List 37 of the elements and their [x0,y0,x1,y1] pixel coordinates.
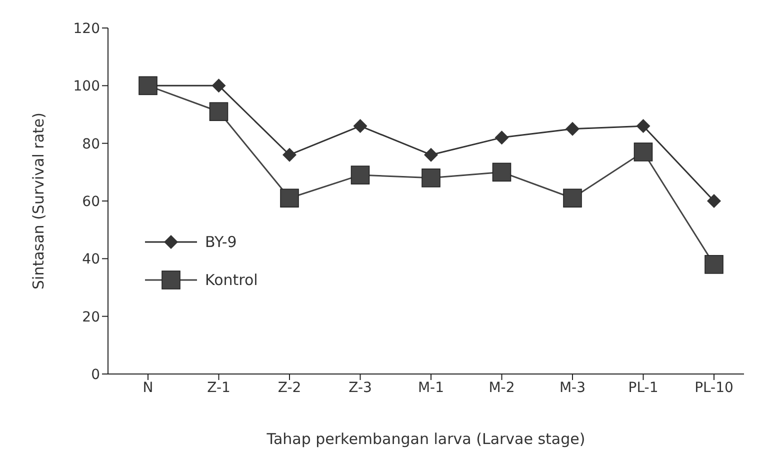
x-tick-label: Z-1 [207,380,230,396]
point [424,148,438,162]
y-tick-label: 20 [82,309,100,326]
x-tick-label: PL-10 [694,380,734,396]
point [280,188,299,208]
point [282,148,296,162]
legend-label: BY-9 [205,233,237,251]
x-tick-label: N [142,380,154,396]
point [566,122,580,136]
point [353,119,368,134]
x-tick-label: PL-1 [628,380,658,396]
point [492,162,512,182]
point [422,168,440,188]
legend-label: Kontrol [205,271,258,289]
point [494,130,509,145]
y-tick-label: 60 [82,194,100,210]
point [636,119,650,134]
x-tick-label: M-1 [418,380,444,396]
point [707,194,721,208]
point [350,166,370,184]
point [634,142,653,162]
point [212,78,226,93]
point [138,76,158,96]
x-tick-label: M-3 [559,380,586,396]
point [704,255,724,274]
x-tick-label: M-2 [488,380,515,396]
point [209,102,228,122]
y-tick-label: 80 [82,136,100,152]
y-tick-label: 0 [91,366,100,383]
point [563,188,582,208]
y-tick-label: 100 [73,78,100,95]
x-tick-label: Z-2 [278,380,302,396]
y-tick-label: 40 [82,252,100,268]
y-axis-title: Sintasan (Survival rate) [29,112,48,290]
x-tick-label: Z-3 [348,380,372,396]
y-tick-label: 120 [73,20,100,37]
x-axis-title: Tahap perkembangan larva (Larvae stage) [266,430,586,448]
